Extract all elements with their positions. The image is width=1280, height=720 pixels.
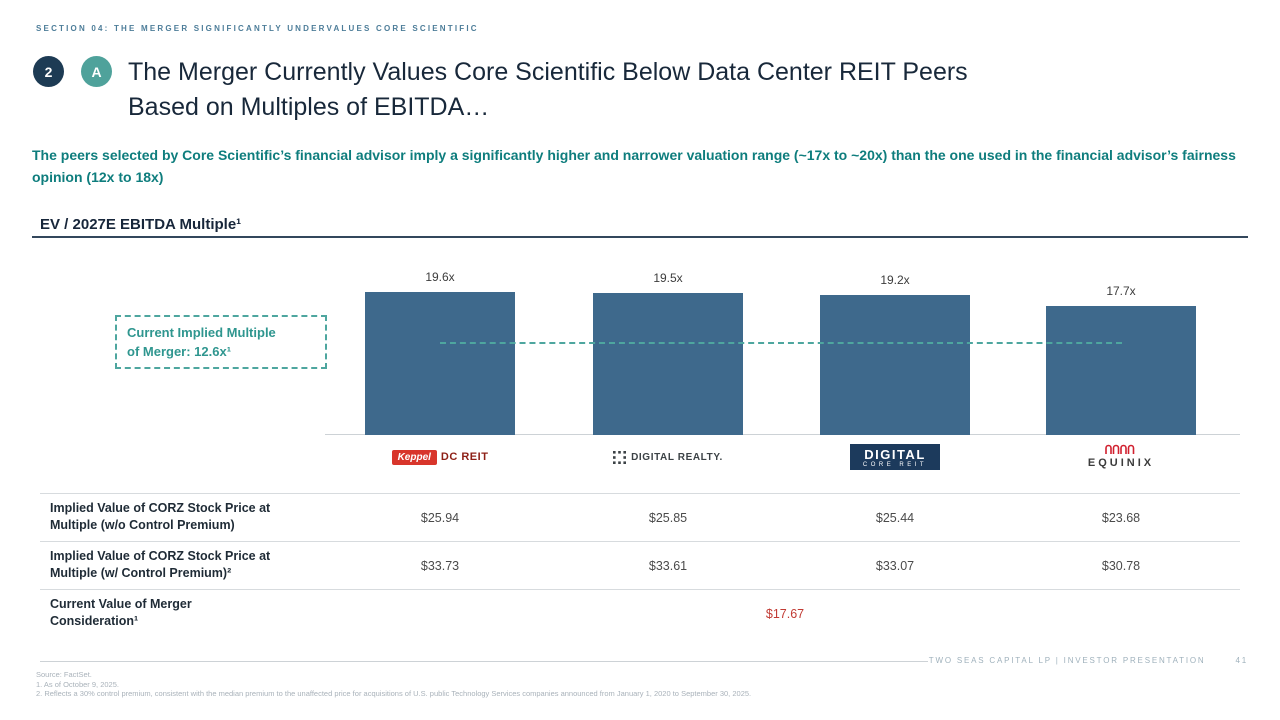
- footnote-source: Source: FactSet.: [36, 670, 92, 679]
- table-cell: $30.78: [1101, 559, 1141, 573]
- digital-core-logo-box: DIGITAL CORE REIT: [850, 444, 940, 470]
- footer-page-number: 41: [1235, 656, 1248, 665]
- keppel-dc-reit-logo: Keppel DC REIT: [365, 438, 515, 476]
- chart-title: EV / 2027E EBITDA Multiple¹: [40, 216, 242, 233]
- reference-line: [440, 342, 1122, 344]
- equinix-logo-text: EQUINIX: [1087, 456, 1155, 469]
- callout-line1: Current Implied Multiple: [127, 325, 276, 340]
- bar: [365, 291, 515, 435]
- keppel-logo-text: DC REIT: [440, 451, 489, 463]
- table-row-label: Implied Value of CORZ Stock Price at Mul…: [50, 500, 340, 534]
- keppel-logo-mark: Keppel: [391, 449, 437, 465]
- table-cell: $33.61: [648, 559, 688, 573]
- bar: [593, 292, 743, 435]
- chart-axis-line: [325, 434, 1240, 435]
- footer-attribution: TWO SEAS CAPITAL LP | INVESTOR PRESENTAT…: [928, 656, 1206, 665]
- bar: [1046, 305, 1196, 435]
- row1-label-line2: Multiple (w/o Control Premium): [50, 518, 235, 532]
- table-separator: [40, 589, 1240, 590]
- digital-realty-logo-text: DIGITAL REALTY.: [631, 451, 723, 463]
- bar-value-label: 17.7x: [1106, 283, 1136, 298]
- row2-label-line2: Multiple (w/ Control Premium)²: [50, 566, 232, 580]
- table-cell: $23.68: [1101, 511, 1141, 525]
- row1-label-line1: Implied Value of CORZ Stock Price at: [50, 501, 271, 515]
- footer-rule: [40, 661, 928, 662]
- table-row-label: Implied Value of CORZ Stock Price at Mul…: [50, 548, 340, 582]
- digital-realty-logo: DIGITAL REALTY.: [593, 438, 743, 476]
- table-cell: $25.44: [875, 511, 915, 525]
- table-row-label: Current Value of Merger Consideration¹: [50, 596, 340, 630]
- heading-rule: [32, 236, 1248, 238]
- callout-line2: of Merger: 12.6x¹: [127, 344, 232, 359]
- table-cell: $33.07: [875, 559, 915, 573]
- subtitle: The peers selected by Core Scientific’s …: [32, 147, 1236, 185]
- table-separator: [40, 493, 1240, 494]
- table-separator: [40, 541, 1240, 542]
- bar-value-label: 19.6x: [425, 269, 455, 284]
- footnotes: Source: FactSet. 1. As of October 9, 202…: [36, 670, 751, 699]
- footer: TWO SEAS CAPITAL LP | INVESTOR PRESENTAT…: [929, 656, 1248, 665]
- section-letter-badge: A: [81, 56, 112, 87]
- equinix-icon: [1105, 444, 1135, 454]
- row3-label-line1: Current Value of Merger: [50, 597, 192, 611]
- row2-label-line1: Implied Value of CORZ Stock Price at: [50, 549, 271, 563]
- section-number-badge: 2: [33, 56, 64, 87]
- digital-core-logo-line2: CORE REIT: [862, 462, 928, 468]
- table-cell: $33.73: [420, 559, 460, 573]
- digital-realty-icon: [613, 450, 627, 464]
- table-cell: $25.85: [648, 511, 688, 525]
- merger-multiple-callout: Current Implied Multiple of Merger: 12.6…: [115, 315, 327, 369]
- bar-value-label: 19.2x: [880, 272, 910, 287]
- row3-label-line2: Consideration¹: [50, 614, 139, 628]
- equinix-logo: EQUINIX: [1046, 436, 1196, 474]
- section-label: SECTION 04: THE MERGER SIGNIFICANTLY UND…: [36, 24, 479, 33]
- page-title-line1: The Merger Currently Values Core Scienti…: [128, 58, 968, 86]
- page-title: The Merger Currently Values Core Scienti…: [128, 55, 968, 125]
- merger-consideration-value: $17.67: [765, 607, 805, 621]
- bar: [820, 294, 970, 435]
- footnote-2: 2. Reflects a 30% control premium, consi…: [36, 689, 752, 698]
- footnote-1: 1. As of October 9, 2025.: [36, 679, 119, 689]
- digital-core-logo-line1: DIGITAL: [864, 447, 926, 462]
- table-cell: $25.94: [420, 511, 460, 525]
- page-title-line2: Based on Multiples of EBITDA…: [128, 93, 490, 121]
- bar-value-label: 19.5x: [653, 270, 683, 285]
- digital-core-reit-logo: DIGITAL CORE REIT: [820, 438, 970, 476]
